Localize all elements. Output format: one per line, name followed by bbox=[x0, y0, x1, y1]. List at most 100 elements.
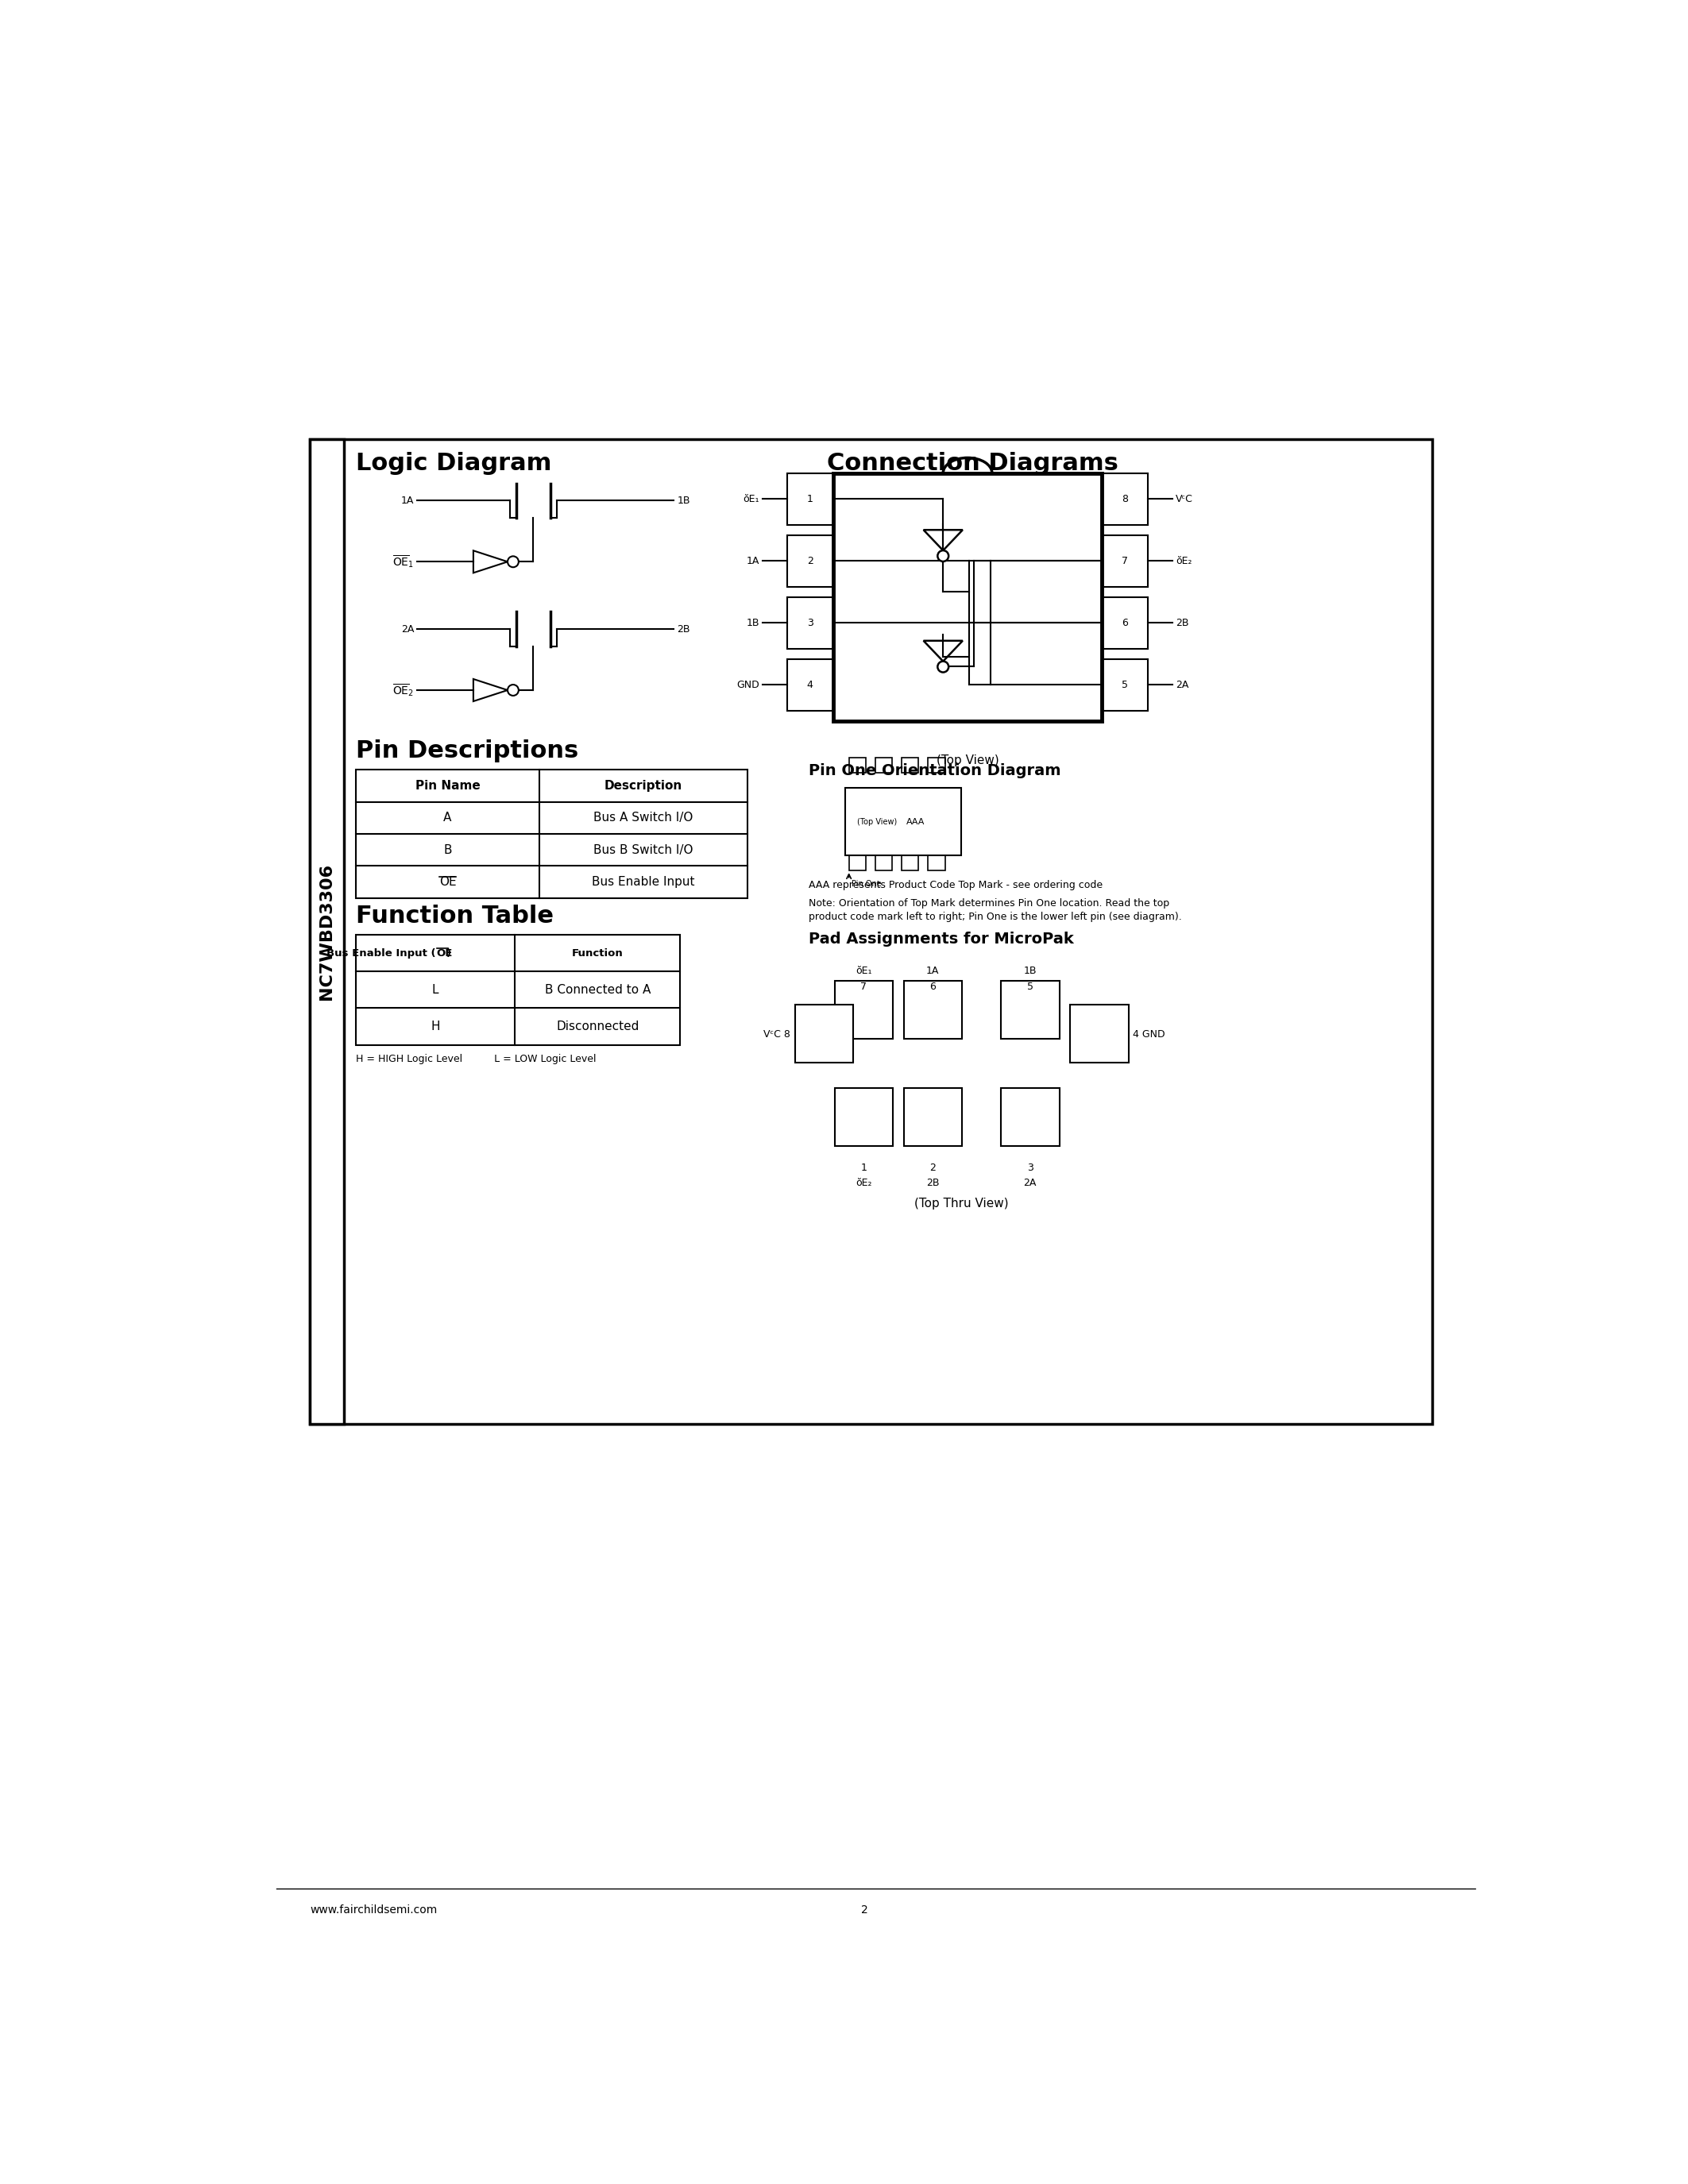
Text: 2A: 2A bbox=[1175, 679, 1188, 690]
Text: ŏE₂: ŏE₂ bbox=[1175, 555, 1192, 566]
Text: NC7WBD3306: NC7WBD3306 bbox=[319, 863, 334, 1000]
Text: ): ) bbox=[446, 948, 451, 959]
Text: 6: 6 bbox=[1123, 618, 1128, 629]
Text: 2: 2 bbox=[807, 555, 814, 566]
Bar bbox=[356, 935, 680, 1044]
Bar bbox=[1070, 1005, 1128, 1064]
Bar bbox=[787, 535, 832, 587]
Bar bbox=[905, 1088, 962, 1147]
Circle shape bbox=[508, 684, 518, 697]
Text: Function Table: Function Table bbox=[356, 904, 554, 928]
Text: 2A: 2A bbox=[1023, 1177, 1036, 1188]
Text: 7: 7 bbox=[1123, 555, 1128, 566]
Text: 2B: 2B bbox=[677, 625, 690, 633]
Text: 1B: 1B bbox=[677, 496, 690, 507]
Text: 2: 2 bbox=[930, 1162, 935, 1173]
Bar bbox=[1001, 981, 1060, 1040]
Bar bbox=[901, 856, 918, 871]
Text: 1: 1 bbox=[861, 1162, 866, 1173]
Text: 2B: 2B bbox=[1175, 618, 1188, 629]
Text: Pin One Orientation Diagram: Pin One Orientation Diagram bbox=[809, 764, 1060, 780]
Text: AAA: AAA bbox=[906, 817, 925, 826]
Bar bbox=[787, 660, 832, 710]
Text: 2B: 2B bbox=[927, 1177, 939, 1188]
Circle shape bbox=[937, 662, 949, 673]
Bar bbox=[311, 439, 1433, 1424]
Bar bbox=[836, 1088, 893, 1147]
Text: 1A: 1A bbox=[927, 965, 939, 976]
Text: L: L bbox=[432, 983, 439, 996]
Text: 1B: 1B bbox=[1023, 965, 1036, 976]
Text: VᶜC 8: VᶜC 8 bbox=[763, 1029, 790, 1040]
Bar bbox=[901, 758, 918, 773]
Bar bbox=[1102, 660, 1148, 710]
Text: Note: Orientation of Top Mark determines Pin One location. Read the top
product : Note: Orientation of Top Mark determines… bbox=[809, 898, 1182, 922]
Text: Function: Function bbox=[572, 948, 623, 959]
Bar bbox=[846, 788, 962, 856]
Bar bbox=[874, 856, 893, 871]
Text: Bus A Switch I/O: Bus A Switch I/O bbox=[594, 812, 694, 823]
Bar bbox=[849, 856, 866, 871]
Text: VᶜC: VᶜC bbox=[1175, 494, 1193, 505]
Text: Logic Diagram: Logic Diagram bbox=[356, 452, 552, 474]
Text: www.fairchildsemi.com: www.fairchildsemi.com bbox=[311, 1904, 437, 1915]
Bar bbox=[787, 474, 832, 524]
Text: 4 GND: 4 GND bbox=[1133, 1029, 1165, 1040]
Text: B: B bbox=[444, 843, 452, 856]
Bar bbox=[928, 856, 945, 871]
Bar bbox=[311, 439, 344, 1424]
Bar bbox=[1102, 535, 1148, 587]
Bar bbox=[874, 758, 893, 773]
Text: 8: 8 bbox=[1123, 494, 1128, 505]
Text: 2: 2 bbox=[861, 1904, 868, 1915]
Text: Disconnected: Disconnected bbox=[555, 1020, 640, 1033]
Text: ŏE₂: ŏE₂ bbox=[856, 1177, 871, 1188]
Bar bbox=[849, 758, 866, 773]
Circle shape bbox=[937, 550, 949, 561]
Bar bbox=[787, 596, 832, 649]
Text: 3: 3 bbox=[807, 618, 814, 629]
Bar bbox=[1102, 596, 1148, 649]
Text: Bus Enable Input: Bus Enable Input bbox=[592, 876, 695, 889]
Text: 1B: 1B bbox=[746, 618, 760, 629]
Text: Pin Name: Pin Name bbox=[415, 780, 479, 791]
Text: 4: 4 bbox=[807, 679, 814, 690]
Text: Pin Descriptions: Pin Descriptions bbox=[356, 738, 579, 762]
Text: (Top Thru View): (Top Thru View) bbox=[915, 1197, 1008, 1210]
Text: GND: GND bbox=[736, 679, 760, 690]
Bar bbox=[1102, 474, 1148, 524]
Bar bbox=[1001, 1088, 1060, 1147]
Text: 1: 1 bbox=[807, 494, 814, 505]
Text: 5: 5 bbox=[1123, 679, 1128, 690]
Circle shape bbox=[508, 557, 518, 568]
Bar bbox=[832, 474, 1102, 721]
Text: 5: 5 bbox=[1026, 981, 1033, 992]
Text: OE: OE bbox=[439, 876, 456, 889]
Text: ŏE₁: ŏE₁ bbox=[856, 965, 871, 976]
Bar bbox=[356, 769, 748, 898]
Text: Connection Diagrams: Connection Diagrams bbox=[827, 452, 1117, 474]
Bar bbox=[928, 758, 945, 773]
Text: 3: 3 bbox=[1026, 1162, 1033, 1173]
Text: (Top View): (Top View) bbox=[858, 817, 898, 826]
Text: 2A: 2A bbox=[402, 625, 414, 633]
Text: 6: 6 bbox=[930, 981, 935, 992]
Text: Pad Assignments for MicroPak: Pad Assignments for MicroPak bbox=[809, 933, 1074, 948]
Bar bbox=[905, 981, 962, 1040]
Text: H: H bbox=[430, 1020, 441, 1033]
Text: H = HIGH Logic Level          L = LOW Logic Level: H = HIGH Logic Level L = LOW Logic Level bbox=[356, 1055, 596, 1064]
Text: 1A: 1A bbox=[746, 555, 760, 566]
Text: Pin One: Pin One bbox=[851, 880, 881, 887]
Text: AAA represents Product Code Top Mark - see ordering code: AAA represents Product Code Top Mark - s… bbox=[809, 880, 1102, 891]
Text: A: A bbox=[444, 812, 452, 823]
Text: Description: Description bbox=[604, 780, 682, 791]
Text: OE: OE bbox=[437, 948, 452, 959]
Text: B Connected to A: B Connected to A bbox=[545, 983, 650, 996]
Text: $\overline{\mathsf{OE}}_1$: $\overline{\mathsf{OE}}_1$ bbox=[393, 555, 414, 570]
Bar bbox=[795, 1005, 852, 1064]
Text: 1A: 1A bbox=[402, 496, 414, 507]
Bar bbox=[836, 981, 893, 1040]
Text: Bus Enable Input (: Bus Enable Input ( bbox=[326, 948, 436, 959]
Text: $\overline{\mathsf{OE}}_2$: $\overline{\mathsf{OE}}_2$ bbox=[393, 681, 414, 699]
Text: ŏE₁: ŏE₁ bbox=[743, 494, 760, 505]
